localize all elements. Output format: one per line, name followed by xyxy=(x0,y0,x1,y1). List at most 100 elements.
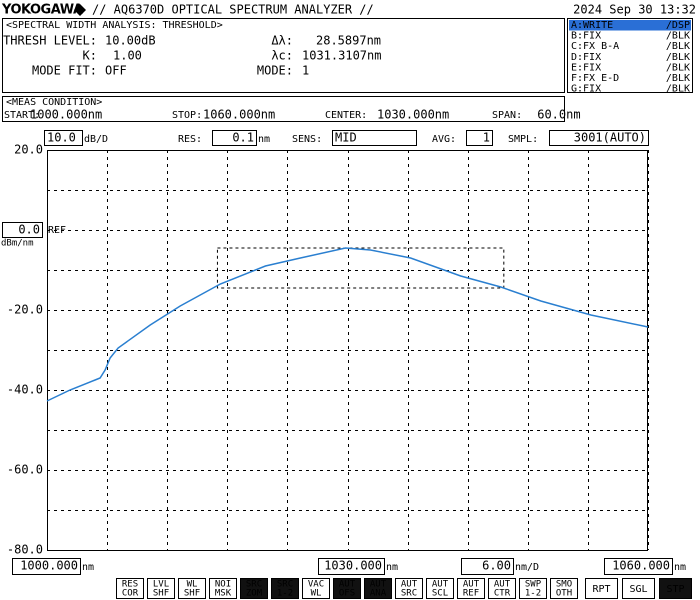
softkey-label: NOI xyxy=(215,580,231,590)
y-tick-label: -80.0 xyxy=(7,543,43,557)
softkey[interactable] xyxy=(178,578,206,599)
setting-box xyxy=(466,130,493,146)
trace-mode: /BLK xyxy=(666,52,690,63)
meas-label: START: xyxy=(4,110,40,121)
analysis-label: MODE: xyxy=(257,64,293,78)
softkey[interactable] xyxy=(550,578,578,599)
trace-box xyxy=(567,18,693,93)
softkey-label: SHF xyxy=(184,589,200,599)
run-key[interactable] xyxy=(585,578,618,599)
softkey[interactable] xyxy=(147,578,175,599)
analysis-box xyxy=(2,18,565,93)
scale-unit: dB/D xyxy=(84,134,108,145)
res-label: RES: xyxy=(178,134,202,145)
y-tick-label: 20.0 xyxy=(14,143,43,157)
trace-name: G:FIX xyxy=(571,84,601,95)
trace-mode: /BLK xyxy=(666,31,690,42)
softkey-label: OFS xyxy=(339,589,355,599)
run-key-label: SGL xyxy=(629,584,647,595)
softkey-label: SHF xyxy=(153,589,169,599)
analysis-label: Δλ: xyxy=(271,34,293,48)
softkey-label: REF xyxy=(463,589,479,599)
softkey[interactable] xyxy=(519,578,547,599)
sens-label: SENS: xyxy=(292,134,322,145)
x-unit: nm xyxy=(82,562,94,573)
meas-value: 1060.000nm xyxy=(203,108,275,122)
x-tick-label: 1030.000 xyxy=(324,559,382,573)
trace-mode: /BLK xyxy=(666,73,690,84)
x-unit: nm xyxy=(386,562,398,573)
trace-name: F:FX E-D xyxy=(571,73,619,84)
softkey[interactable] xyxy=(395,578,423,599)
meas-title: <MEAS CONDITION> xyxy=(6,97,102,108)
analysis-label: λc: xyxy=(271,49,293,63)
softkey[interactable] xyxy=(240,578,268,599)
softkey-label: RES xyxy=(122,580,138,590)
softkey[interactable] xyxy=(333,578,361,599)
trace-name: C:FX B-A xyxy=(571,41,619,52)
analysis-label: THRESH LEVEL: xyxy=(3,34,97,48)
ref-level: 0.0 xyxy=(18,223,40,237)
x-unit: nm xyxy=(674,562,686,573)
run-key-label: RPT xyxy=(592,584,610,595)
trace-name: B:FIX xyxy=(571,31,601,42)
softkey[interactable] xyxy=(116,578,144,599)
softkey[interactable] xyxy=(426,578,454,599)
softkey-label: AUT xyxy=(494,580,511,590)
avg: 1 xyxy=(483,131,490,145)
x-per-div-unit: nm/D xyxy=(515,562,539,573)
softkey-label: ANA xyxy=(370,589,387,599)
ref-box xyxy=(2,222,43,238)
analysis-value: 28.5897nm xyxy=(316,34,381,48)
trace-mode: /BLK xyxy=(666,41,690,52)
softkey[interactable] xyxy=(209,578,237,599)
analysis-value: OFF xyxy=(105,64,127,78)
sens: MID xyxy=(335,131,357,145)
softkey[interactable] xyxy=(488,578,516,599)
brand: YOKOGAWA xyxy=(1,3,83,18)
softkey[interactable] xyxy=(302,578,330,599)
trace-mode: /DSP xyxy=(666,20,690,31)
x-tick-box xyxy=(318,558,385,575)
softkey-label: SRC xyxy=(277,580,293,590)
datetime: 2024 Sep 30 13:32 xyxy=(573,3,696,17)
run-key[interactable] xyxy=(622,578,655,599)
softkey-label: LVL xyxy=(153,580,169,590)
run-key[interactable] xyxy=(659,578,692,599)
softkey-label: SWP xyxy=(525,580,542,590)
ref-text: REF xyxy=(48,225,66,236)
softkey-label: WL xyxy=(187,580,198,590)
smpl: 3001(AUTO) xyxy=(574,131,646,145)
x-tick-box xyxy=(12,558,81,575)
x-per-div: 6.00 xyxy=(482,559,511,573)
y-tick-label: -60.0 xyxy=(7,463,43,477)
trace-name: D:FIX xyxy=(571,52,601,63)
analysis-label: MODE FIT: xyxy=(32,64,97,78)
trace-name: A:WRITE xyxy=(571,20,613,31)
softkey[interactable] xyxy=(364,578,392,599)
setting-box xyxy=(332,130,417,146)
trace-name: E:FIX xyxy=(571,62,601,73)
softkey[interactable] xyxy=(271,578,299,599)
res: 0.1 xyxy=(232,131,254,145)
softkey[interactable] xyxy=(457,578,485,599)
softkey-label: SCL xyxy=(432,589,448,599)
softkey-label: AUT xyxy=(463,580,480,590)
softkey-label: AUT xyxy=(432,580,449,590)
analysis-label: K: xyxy=(83,49,97,63)
x-tick-label: 1060.000 xyxy=(612,559,670,573)
setting-box xyxy=(549,130,649,146)
meas-label: SPAN: xyxy=(492,110,522,121)
softkey-label: 1-2 xyxy=(277,589,293,599)
spectrum-trace xyxy=(46,247,649,402)
analysis-value: 10.00dB xyxy=(105,34,156,48)
softkey-label: VAC xyxy=(308,580,324,590)
threshold-box xyxy=(216,247,505,289)
brand-diamond xyxy=(74,4,86,16)
setting-box xyxy=(212,130,257,146)
softkey-label: SRC xyxy=(401,589,417,599)
run-key-label: STP xyxy=(666,584,684,595)
softkey-label: CTR xyxy=(494,589,511,599)
softkey-label: OTH xyxy=(556,589,572,599)
